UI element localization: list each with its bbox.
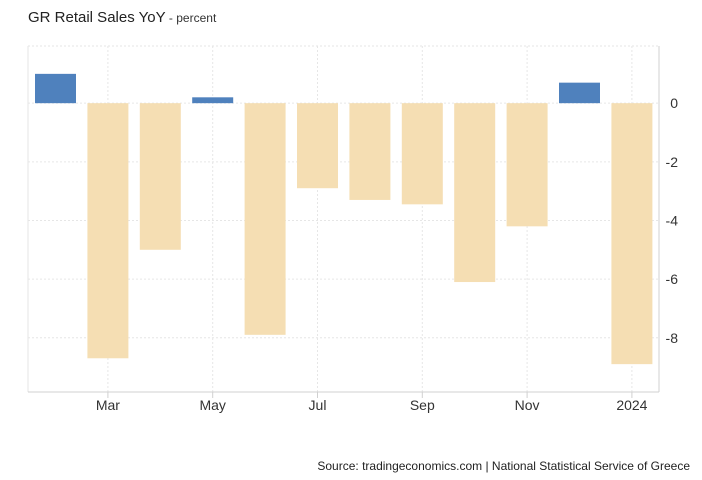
chart-unit: percent: [176, 11, 217, 25]
bar: [87, 103, 129, 359]
y-tick-label: -8: [666, 330, 679, 346]
axes: [27, 46, 660, 398]
x-tick-label: May: [199, 397, 225, 413]
bar: [401, 103, 443, 205]
bar: [297, 103, 338, 189]
x-tick-label: 2024: [616, 397, 647, 413]
tick-labels: Mar May Jul Sep Nov 2024 0 -2 -4 -6 -8: [96, 95, 678, 413]
x-tick-label: Mar: [96, 397, 120, 413]
x-tick-label: Nov: [515, 397, 540, 413]
bar-series: [35, 73, 653, 365]
chart-title-text: GR Retail Sales YoY: [28, 9, 166, 26]
bar: [349, 103, 391, 200]
bar: [192, 97, 234, 104]
bar: [559, 82, 600, 104]
chart-unit-separator: -: [165, 11, 177, 25]
x-tick-label: Sep: [410, 397, 435, 413]
y-tick-label: -6: [666, 271, 679, 287]
bar: [454, 103, 496, 283]
chart-title: GR Retail Sales YoY - percent: [28, 9, 216, 26]
y-tick-label: 0: [670, 95, 678, 111]
bar: [35, 73, 76, 104]
bar: [506, 103, 548, 227]
y-tick-label: -2: [666, 154, 679, 170]
bar: [244, 103, 286, 335]
source-attribution: Source: tradingeconomics.com | National …: [317, 459, 690, 473]
bar: [611, 103, 653, 365]
x-tick-label: Jul: [309, 397, 327, 413]
y-tick-label: -4: [666, 212, 679, 228]
bar: [139, 103, 181, 250]
